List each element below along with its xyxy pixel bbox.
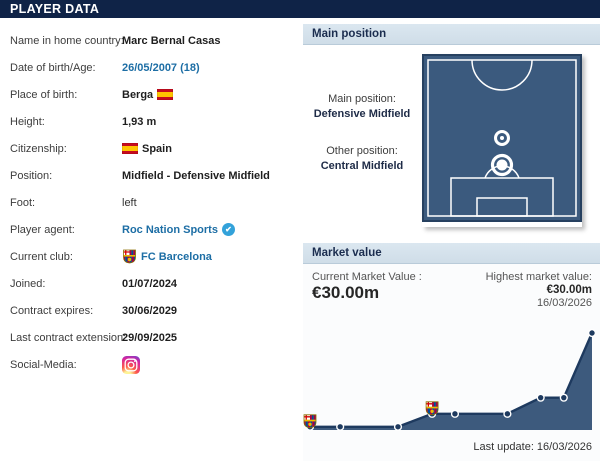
player-info-table: Name in home country: Marc Bernal Casas Da… [10, 27, 298, 378]
info-value-text: 30/06/2029 [122, 304, 178, 317]
info-value[interactable]: FC Barcelona [122, 249, 212, 264]
pitch-diagram [422, 54, 582, 227]
spain-flag-icon [157, 89, 174, 100]
barca-crest-marker-icon [425, 401, 439, 416]
other-position-block: Other position: Central Midfield [303, 144, 421, 174]
player-info-row: Date of birth/Age: 26/05/2007 (18) [10, 54, 298, 81]
info-label: Joined: [10, 277, 46, 290]
info-value[interactable]: 26/05/2007 (18) [122, 62, 200, 74]
page-title: PLAYER DATA [0, 0, 600, 18]
other-position-marker [494, 130, 510, 146]
info-value-text: Spain [142, 142, 172, 155]
market-value-point[interactable] [503, 409, 512, 418]
player-info-row: Position: Midfield - Defensive Midfield [10, 162, 298, 189]
info-label: Player agent: [10, 223, 75, 236]
main-position-label: Main position: [328, 93, 396, 105]
info-label: Place of birth: [10, 88, 78, 101]
info-value [122, 355, 140, 374]
info-label: Position: [10, 169, 53, 182]
main-position-block: Main position: Defensive Midfield [303, 92, 421, 122]
market-value-panel-header: Market value [303, 243, 600, 264]
info-label: Height: [10, 115, 45, 128]
info-value: Berga [122, 88, 174, 101]
market-value-point[interactable] [336, 422, 345, 431]
player-info-row: Citizenship: Spain [10, 135, 298, 162]
other-position-label: Other position: [326, 145, 398, 157]
highest-market-value-block: Highest market value: €30.00m 16/03/2026 [392, 271, 592, 310]
player-info-row: Last contract extension: 29/09/2025 [10, 324, 298, 351]
info-value: 30/06/2029 [122, 305, 177, 317]
barca-crest-marker-icon [303, 414, 317, 429]
current-market-value-label: Current Market Value : [312, 271, 422, 283]
instagram-icon[interactable] [122, 355, 140, 374]
spain-flag-icon [122, 143, 138, 154]
info-label: Contract expires: [10, 304, 94, 317]
player-info-row: Place of birth: Berga [10, 81, 298, 108]
info-value-text[interactable]: 26/05/2007 (18) [122, 61, 200, 74]
info-label: Last contract extension: [10, 331, 127, 344]
info-value-text: 1,93 m [122, 115, 157, 128]
info-value-text: Berga [122, 88, 154, 101]
main-position-panel-header: Main position [303, 24, 600, 45]
info-value: 29/09/2025 [122, 332, 177, 344]
market-value-point[interactable] [536, 393, 545, 402]
info-value-text: Midfield - Defensive Midfield [122, 169, 270, 182]
verified-badge-icon: ✔ [221, 223, 235, 236]
info-label: Name in home country: [10, 34, 124, 47]
info-value: left [122, 197, 137, 209]
info-label: Foot: [10, 196, 36, 209]
main-position-value: Defensive Midfield [313, 108, 411, 120]
info-label: Date of birth/Age: [10, 61, 96, 74]
info-value: 1,93 m [122, 116, 156, 128]
other-position-value: Central Midfield [320, 160, 404, 172]
info-value-text: 01/07/2024 [122, 277, 178, 290]
market-value-point[interactable] [393, 422, 403, 431]
main-position-marker [490, 153, 514, 177]
player-info-row: Foot: left [10, 189, 298, 216]
player-info-row: Height: 1,93 m [10, 108, 298, 135]
player-info-row: Joined: 01/07/2024 [10, 270, 298, 297]
player-info-row: Contract expires: 30/06/2029 [10, 297, 298, 324]
info-value-text: 29/09/2025 [122, 331, 178, 344]
info-value-text: Marc Bernal Casas [122, 34, 221, 47]
market-value-area [310, 333, 592, 430]
info-label: Citizenship: [10, 142, 67, 155]
player-info-row: Social-Media: [10, 351, 298, 378]
last-update-text: Last update: 16/03/2026 [473, 441, 592, 453]
highest-market-value-date: 16/03/2026 [536, 297, 592, 309]
player-info-row: Current club: FC Barcelona [10, 243, 298, 270]
market-value-point[interactable] [587, 328, 595, 338]
info-value: Marc Bernal Casas [122, 35, 220, 47]
info-value: 01/07/2024 [122, 278, 177, 290]
info-value-text[interactable]: FC Barcelona [141, 250, 212, 263]
info-value[interactable]: Roc Nation Sports ✔ [122, 223, 235, 236]
info-value-text[interactable]: Roc Nation Sports [122, 223, 218, 236]
info-label: Current club: [10, 250, 73, 263]
market-value-point[interactable] [450, 409, 460, 418]
highest-market-value: €30.00m [546, 284, 592, 296]
highest-market-value-label: Highest market value: [485, 271, 592, 283]
info-value: Midfield - Defensive Midfield [122, 170, 270, 182]
info-label: Social-Media: [10, 358, 77, 371]
player-info-row: Player agent: Roc Nation Sports ✔ [10, 216, 298, 243]
current-market-value: €30.00m [312, 283, 380, 302]
player-info-row: Name in home country: Marc Bernal Casas [10, 27, 298, 54]
market-value-point[interactable] [559, 393, 568, 402]
market-value-chart[interactable] [303, 325, 595, 437]
info-value: Spain [122, 143, 172, 155]
info-value-text: left [122, 196, 137, 209]
barca-crest-icon[interactable] [122, 249, 137, 264]
